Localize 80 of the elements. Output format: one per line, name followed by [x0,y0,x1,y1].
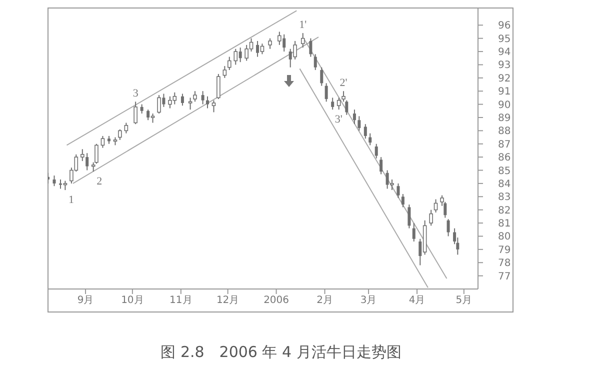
annotation: 3 [132,88,139,100]
x-tick-label: 2月 [316,295,333,306]
y-tick-label: 82 [498,205,511,216]
candlestick [364,124,367,140]
candlestick [134,101,138,125]
candlestick [374,143,378,159]
y-tick-label: 87 [498,139,511,150]
x-tick-label: 9月 [77,295,94,306]
y-tick-label: 86 [498,152,511,164]
candlestick [268,38,272,50]
y-tick-label: 79 [498,244,511,256]
candlestick [124,122,128,134]
candlestick [342,90,346,102]
candlestick [336,97,341,110]
candlestick [222,66,227,78]
x-tick-label: 3月 [360,295,377,306]
y-tick-label: 91 [498,86,511,98]
y-tick-label: 77 [498,271,511,282]
annotation: 2' [340,76,348,89]
candlestick [396,182,400,198]
candlestick [446,218,450,237]
candlestick [157,94,161,114]
y-tick-label: 84 [498,178,511,190]
annotation: 1' [299,18,307,31]
x-tick-label: 5月 [456,295,472,306]
candlestick [314,54,317,71]
y-tick-label: 80 [498,232,511,243]
candlestick [206,96,209,109]
annotation: 2 [96,175,102,188]
candlestick [408,204,411,229]
y-tick-label: 89 [498,113,511,124]
candlestick [180,93,184,106]
y-tick-label: 90 [498,100,511,111]
candlestick [188,97,192,110]
y-tick-label: 83 [498,192,511,204]
candlestick [216,73,220,100]
y-tick-label: 81 [498,218,511,230]
candlestick [52,175,56,187]
y-tick-label: 92 [498,73,511,84]
candlestick [345,100,348,116]
candlestick [309,38,312,58]
candlestick [193,90,197,102]
candlestick [234,48,238,66]
x-tick-label: 4月 [408,295,426,306]
candlestick [380,156,383,175]
candlestick [150,113,155,124]
candlestick [401,194,404,208]
candlestick [352,109,356,125]
candlestick [63,180,68,191]
candlestick [293,40,297,60]
candlestick [260,43,264,55]
annotation: 3' [334,113,342,126]
y-tick-label: 93 [498,60,511,72]
candlestick [429,209,433,226]
annotation: 1 [68,194,74,206]
candlestick [100,135,105,148]
y-tick-label: 88 [498,126,511,138]
candlestick [368,132,372,146]
y-tick-label: 78 [498,258,511,270]
x-tick-label: 2006 [264,295,290,306]
y-tick-label: 96 [498,20,511,32]
candlestick [118,128,122,140]
candlestick [324,82,328,102]
x-tick-label: 10月 [121,295,144,306]
y-tick-label: 94 [498,47,511,58]
candlestick [320,66,324,86]
text: 图 2.8 2006 年 4 月活牛日走势图 [160,343,402,361]
candlestick [140,104,144,114]
candlestick [300,32,305,48]
candlestick [412,222,416,242]
candlestick [331,97,334,110]
candlestick [227,56,232,71]
x-tick-label: 12月 [216,295,240,306]
x-tick-label: 11月 [170,295,192,306]
y-tick-label: 95 [498,34,511,45]
candlestick [212,100,216,113]
candlestick [201,90,204,105]
candlestick [358,116,361,132]
y-tick-label: 85 [498,166,511,177]
candlestick [278,31,282,46]
